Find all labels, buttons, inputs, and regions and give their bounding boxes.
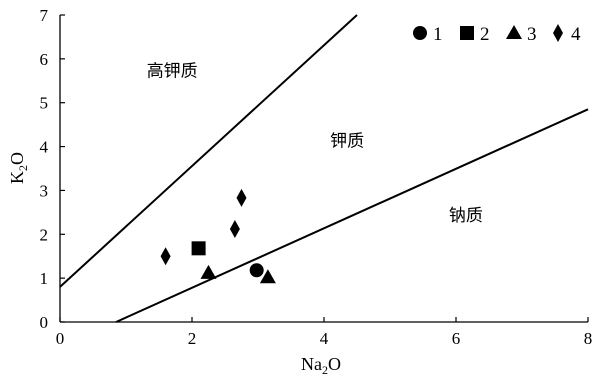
legend-label: 4 bbox=[571, 24, 581, 45]
y-tick-label: 6 bbox=[40, 50, 49, 69]
y-ticks: 0 1 2 3 4 5 6 7 bbox=[40, 6, 65, 332]
y-tick-label: 1 bbox=[40, 269, 49, 288]
axes bbox=[59, 15, 588, 323]
boundary-line-upper bbox=[59, 14, 358, 288]
data-point-triangle bbox=[200, 264, 217, 279]
x-tick-label: 6 bbox=[452, 329, 461, 348]
x-tick-label: 8 bbox=[584, 329, 593, 348]
region-label: 钠质 bbox=[449, 206, 483, 226]
data-point-square bbox=[191, 241, 206, 256]
legend-label: 3 bbox=[527, 24, 537, 45]
legend-label: 2 bbox=[480, 24, 490, 45]
boundary-line-lower bbox=[115, 108, 589, 323]
region-label: 钾质 bbox=[330, 132, 364, 152]
y-axis-title: K2O bbox=[7, 152, 30, 184]
legend-marker-square bbox=[460, 26, 474, 40]
y-tick-label: 5 bbox=[40, 94, 49, 113]
legend-marker-diamond bbox=[553, 24, 563, 42]
data-points bbox=[160, 188, 276, 284]
boundary-lines bbox=[59, 14, 589, 323]
y-tick-label: 2 bbox=[40, 225, 49, 244]
x-tick-label: 0 bbox=[56, 329, 65, 348]
region-label: 高钾质 bbox=[147, 61, 198, 81]
legend-marker-triangle bbox=[506, 25, 522, 39]
data-point-diamond bbox=[160, 247, 171, 266]
data-point-triangle bbox=[259, 269, 276, 284]
y-tick-label: 0 bbox=[40, 313, 49, 332]
y-tick-label: 7 bbox=[40, 6, 49, 25]
x-tick-label: 4 bbox=[320, 329, 329, 348]
data-point-circle bbox=[249, 263, 264, 278]
data-point-diamond bbox=[229, 220, 240, 239]
legend-marker-circle bbox=[413, 26, 427, 40]
legend-label: 1 bbox=[433, 24, 443, 45]
x-axis-title: Na2O bbox=[301, 354, 341, 377]
x-ticks: 0 2 4 6 8 bbox=[56, 317, 593, 348]
legend: 1 2 3 4 bbox=[413, 24, 581, 45]
data-point-diamond bbox=[236, 188, 247, 207]
x-tick-label: 2 bbox=[188, 329, 197, 348]
y-tick-label: 4 bbox=[40, 138, 49, 157]
y-tick-label: 3 bbox=[40, 181, 49, 200]
